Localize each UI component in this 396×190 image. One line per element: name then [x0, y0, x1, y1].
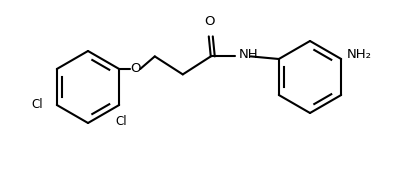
Text: Cl: Cl	[31, 98, 43, 112]
Text: Cl: Cl	[115, 115, 127, 128]
Text: NH₂: NH₂	[347, 48, 372, 62]
Text: NH: NH	[239, 48, 259, 61]
Text: O: O	[204, 15, 215, 28]
Text: O: O	[130, 63, 141, 75]
